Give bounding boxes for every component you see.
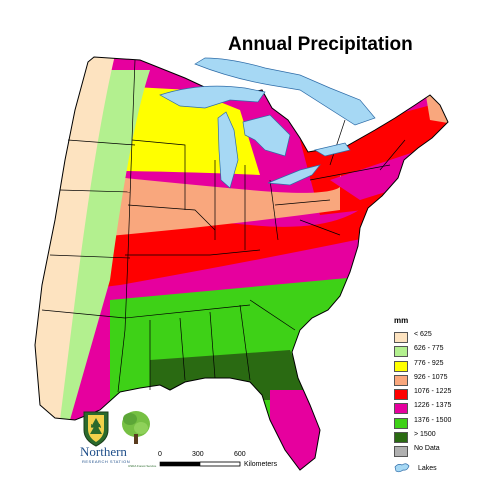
scale-tick-600: 600 [234, 451, 246, 458]
legend-row: 1226 - 1375 [394, 402, 494, 416]
lake-huron [242, 114, 291, 157]
scale-unit: Kilometers [244, 461, 278, 468]
legend-row: 776 - 925 [394, 360, 494, 374]
tree-icon [122, 411, 150, 444]
logos: USA Northern RESEARCH STATION USDA Fores… [78, 406, 162, 468]
agency-logos: USA [83, 411, 150, 447]
legend-label: No Data [414, 445, 440, 453]
logo-footnote: USDA Forest Service [128, 464, 157, 468]
legend-swatch [394, 389, 408, 401]
great-lakes [159, 57, 376, 189]
legend-row: 1376 - 1500 [394, 417, 494, 431]
canada-water [194, 57, 376, 126]
lake-erie [267, 164, 321, 186]
legend-lakes-row: Lakes [394, 462, 494, 478]
legend-label: 1376 - 1500 [414, 416, 452, 424]
legend-row: 926 - 1075 [394, 374, 494, 388]
shield-text: USA [91, 424, 102, 430]
legend-label: 626 - 775 [414, 345, 444, 353]
logo-subtitle: RESEARCH STATION [82, 459, 131, 464]
lake-icon [394, 463, 410, 472]
legend-swatch [394, 360, 408, 372]
scale-tick-300: 300 [192, 451, 204, 458]
legend-row: No Data [394, 445, 494, 459]
usfs-shield-icon: USA [83, 411, 109, 447]
logo-name: Northern [80, 444, 127, 459]
legend-swatch [394, 374, 408, 386]
legend-unit: mm [394, 316, 409, 325]
legend: mm < 625 626 - 775 776 - 925 926 - 1075 … [394, 316, 494, 478]
legend-label: 1226 - 1375 [414, 402, 452, 410]
legend-swatch [394, 446, 408, 458]
legend-row: 626 - 775 [394, 345, 494, 359]
legend-row: > 1500 [394, 431, 494, 445]
legend-swatch [394, 432, 408, 444]
legend-swatch [394, 403, 408, 415]
scale-tick-0: 0 [158, 451, 162, 458]
lake-ontario [314, 142, 351, 157]
legend-label: < 625 [414, 331, 432, 338]
scale-bar: 0 300 600 Kilometers [156, 442, 306, 472]
legend-swatch [394, 417, 408, 429]
lake-michigan [217, 111, 239, 189]
legend-label: > 1500 [414, 431, 436, 439]
legend-label: 776 - 925 [414, 359, 444, 367]
scale-bar-graphic [159, 461, 241, 467]
legend-swatch [394, 346, 408, 358]
legend-row: < 625 [394, 331, 494, 345]
legend-swatch [394, 332, 408, 343]
legend-label: 1076 - 1225 [414, 388, 452, 396]
lake-superior [159, 85, 266, 109]
legend-lakes-label: Lakes [418, 464, 437, 472]
legend-row: 1076 - 1225 [394, 388, 494, 402]
map-title: Annual Precipitation [228, 34, 413, 55]
legend-label: 926 - 1075 [414, 373, 448, 381]
